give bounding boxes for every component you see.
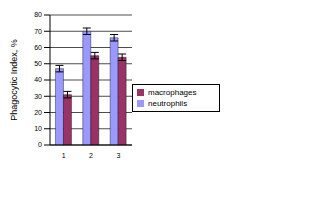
svg-text:20: 20 <box>34 109 42 116</box>
svg-text:40: 40 <box>34 76 42 83</box>
svg-text:50: 50 <box>34 60 42 67</box>
svg-text:2: 2 <box>89 152 93 159</box>
html-text:macrophages: macrophages <box>148 87 197 97</box>
svg-text:Phagocytic Index, %: Phagocytic Index, % <box>9 39 19 121</box>
svg-text:80: 80 <box>34 11 42 18</box>
svg-text:30: 30 <box>34 93 42 100</box>
svg-text:10: 10 <box>34 125 42 132</box>
svg-text:70: 70 <box>34 28 42 35</box>
html-text:neutrophils: neutrophils <box>148 98 188 108</box>
svg-text:3: 3 <box>116 152 120 159</box>
svg-text:1: 1 <box>62 152 66 159</box>
svg-text:0: 0 <box>38 141 42 148</box>
svg-text:60: 60 <box>34 44 42 51</box>
